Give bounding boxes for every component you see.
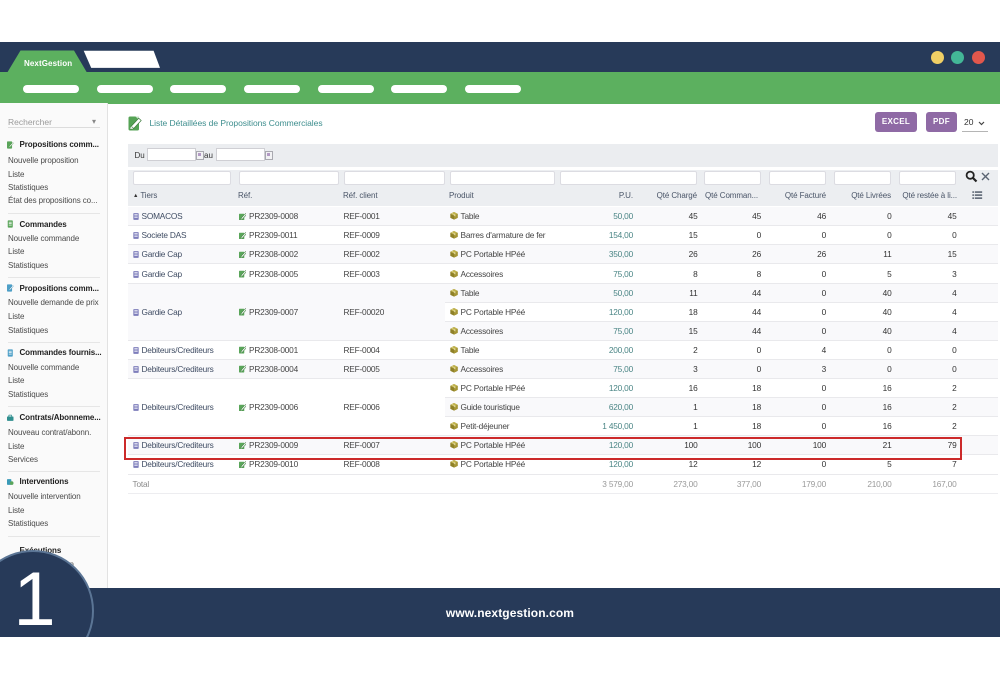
svg-text:A: A xyxy=(130,125,133,130)
